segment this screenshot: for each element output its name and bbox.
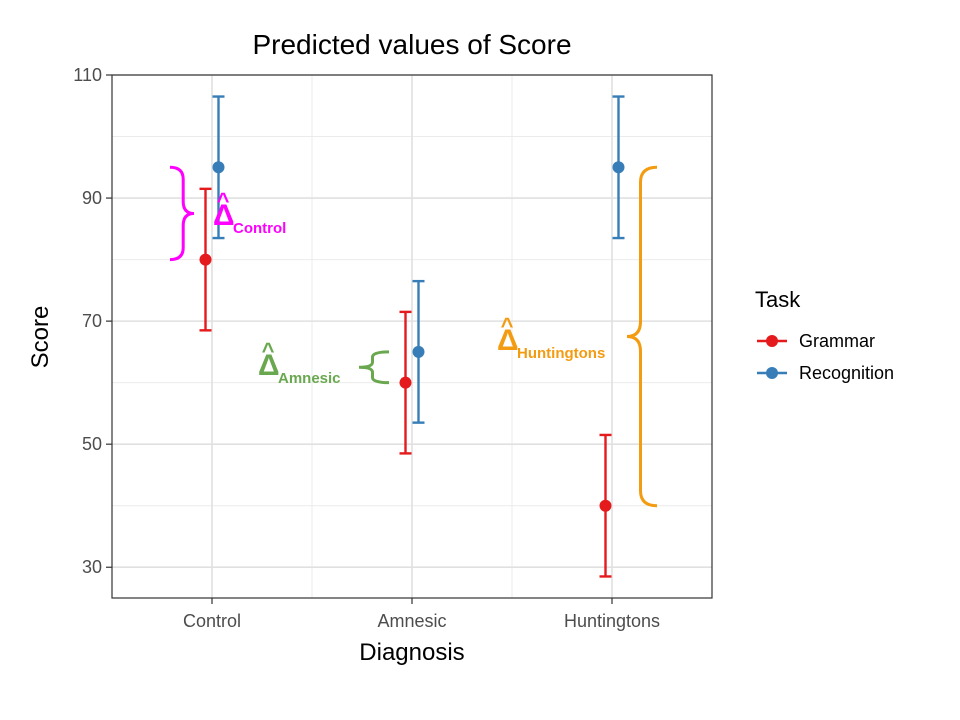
y-axis-title: Score bbox=[27, 306, 54, 369]
delta-symbol: Δ bbox=[258, 349, 280, 382]
data-point bbox=[399, 376, 412, 389]
chart-title: Predicted values of Score bbox=[252, 29, 571, 60]
legend-title: Task bbox=[755, 287, 801, 312]
delta-subscript: Huntingtons bbox=[517, 345, 605, 362]
hat-accent: ^ bbox=[262, 338, 275, 363]
legend: Task Grammar Recognition bbox=[755, 287, 894, 383]
legend-key-point bbox=[766, 335, 778, 347]
hat-accent: ^ bbox=[501, 313, 514, 338]
grid-layer bbox=[112, 74, 712, 598]
delta-subscript: Amnesic bbox=[278, 370, 341, 387]
x-tick-label: Huntingtons bbox=[564, 611, 660, 631]
legend-label: Grammar bbox=[799, 331, 875, 351]
x-tick-label: Control bbox=[183, 611, 241, 631]
data-layer bbox=[199, 95, 625, 578]
data-point bbox=[199, 253, 212, 266]
delta-symbol: Δ bbox=[213, 199, 235, 232]
x-tick-label: Amnesic bbox=[377, 611, 446, 631]
difference-brace bbox=[626, 165, 658, 508]
data-point bbox=[212, 161, 225, 174]
y-tick-label: 70 bbox=[82, 311, 102, 331]
y-tick-label: 90 bbox=[82, 188, 102, 208]
difference-brace bbox=[358, 350, 390, 385]
axis-layer: 30 50 70 90 110 Control Amnesic Huntingtons bbox=[73, 65, 660, 631]
delta-symbol: Δ bbox=[497, 324, 519, 357]
y-tick-label: 30 bbox=[82, 557, 102, 577]
data-point bbox=[599, 499, 612, 512]
x-axis-title: Diagnosis bbox=[359, 639, 464, 666]
legend-label: Recognition bbox=[799, 363, 894, 383]
legend-key-point bbox=[766, 367, 778, 379]
hat-accent: ^ bbox=[217, 188, 230, 213]
delta-subscript: Control bbox=[233, 220, 286, 237]
y-tick-label: 50 bbox=[82, 434, 102, 454]
y-tick-label: 110 bbox=[73, 65, 102, 85]
data-point bbox=[412, 345, 425, 358]
difference-brace bbox=[169, 165, 195, 262]
data-point bbox=[612, 161, 625, 174]
